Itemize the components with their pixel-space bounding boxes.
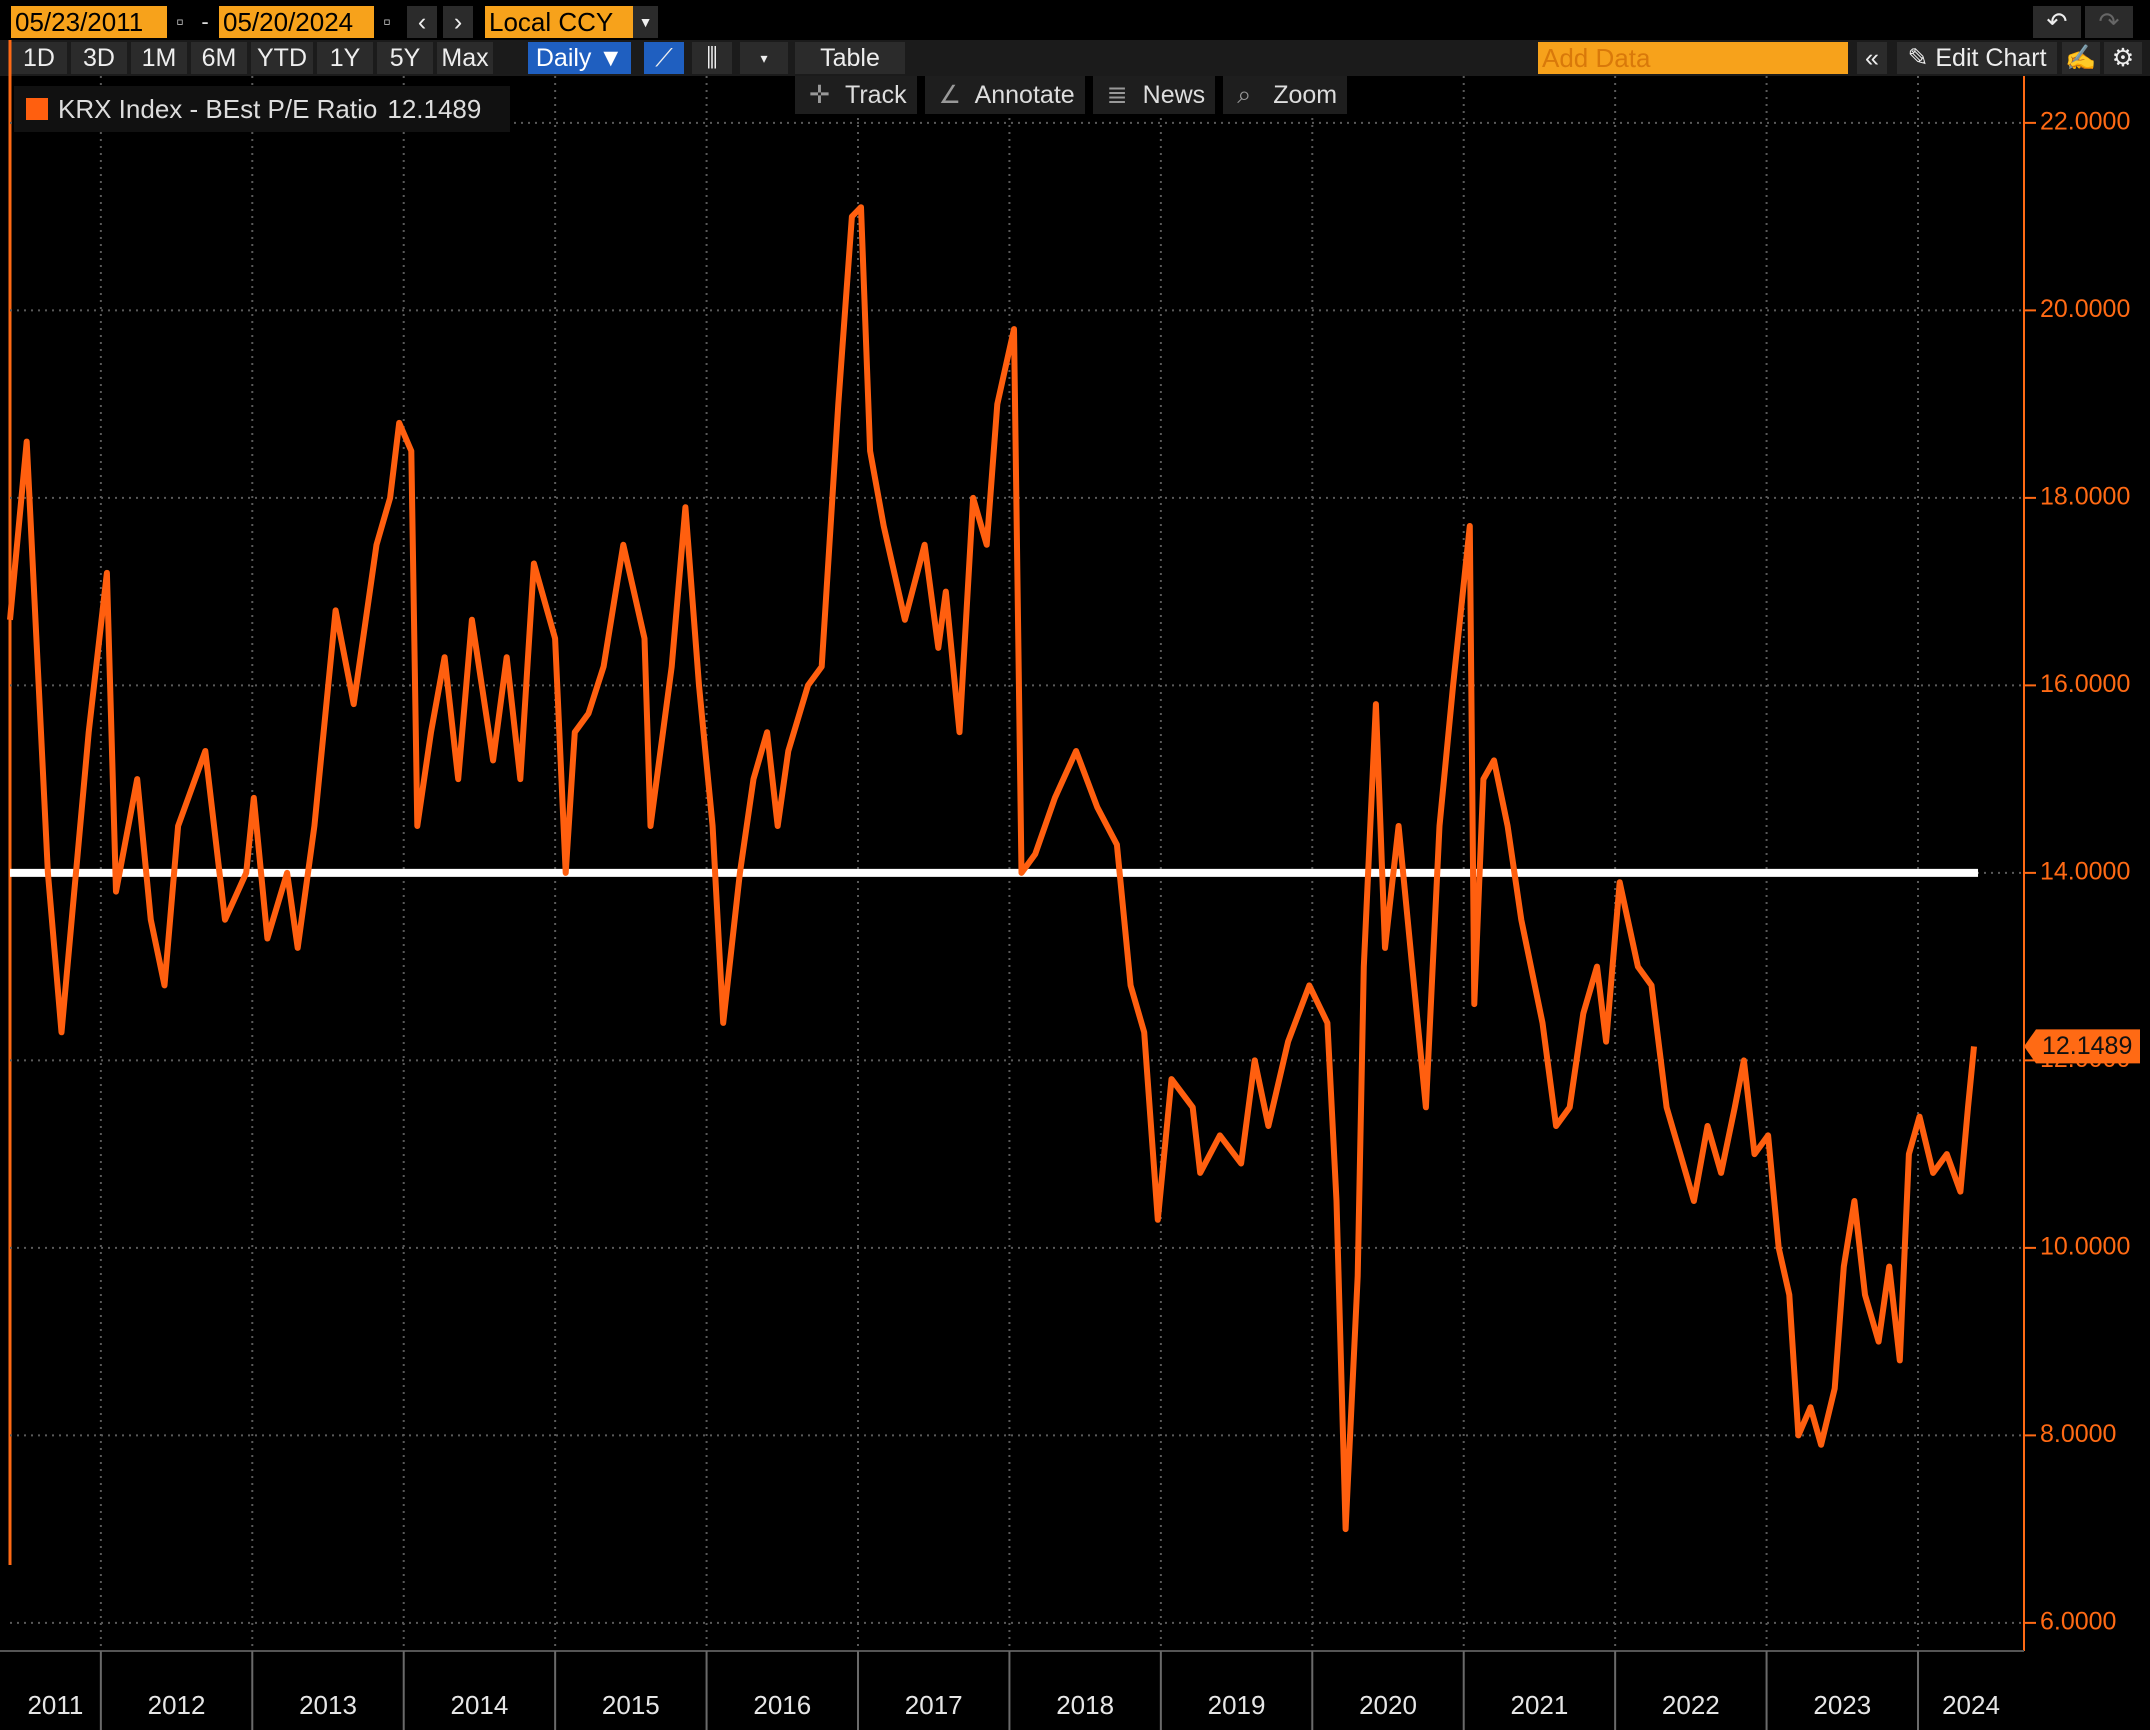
tool-icon: ≣ xyxy=(1106,81,1128,109)
x-tick-label: 2020 xyxy=(1359,1690,1417,1720)
legend: KRX Index - BEst P/E Ratio 12.1489 xyxy=(14,86,510,132)
y-tick-label: 14.0000 xyxy=(2040,857,2130,885)
tool-label: News xyxy=(1142,81,1206,109)
period-button[interactable]: 1D xyxy=(11,42,67,74)
y-tick-label: 10.0000 xyxy=(2040,1232,2130,1260)
prev-button[interactable]: ‹ xyxy=(407,6,437,38)
period-button[interactable]: Max xyxy=(437,42,493,74)
y-tick-label: 6.0000 xyxy=(2040,1607,2116,1635)
period-button[interactable]: 5Y xyxy=(377,42,433,74)
last-value-tag xyxy=(2024,1029,2140,1064)
period-button[interactable]: 6M xyxy=(191,42,247,74)
period-buttons: 1D 3D 1M 6M YTD 1Y 5Y Max xyxy=(11,42,493,74)
x-tick-label: 2011 xyxy=(27,1690,83,1720)
edit-chart-label: Edit Chart xyxy=(1935,44,2047,72)
settings-icon[interactable]: ⚙ xyxy=(2104,42,2142,74)
tool-button[interactable]: ∠ Annotate xyxy=(924,76,1085,114)
x-tick-label: 2021 xyxy=(1511,1690,1569,1720)
x-tick-label: 2012 xyxy=(148,1690,206,1720)
x-tick-label: 2019 xyxy=(1208,1690,1266,1720)
line-chart-icon[interactable]: ⟋ xyxy=(644,42,684,74)
x-tick-label: 2023 xyxy=(1813,1690,1871,1720)
x-tick-label: 2024 xyxy=(1942,1690,2000,1720)
currency-dropdown[interactable]: ▼ xyxy=(633,6,658,38)
collapse-button[interactable]: « xyxy=(1857,42,1887,74)
last-value-label: 12.1489 xyxy=(2042,1032,2132,1060)
calendar-icon[interactable]: ▫ xyxy=(383,9,391,34)
chart-type-dropdown[interactable]: ▾ xyxy=(740,42,788,74)
tool-label: Track xyxy=(845,81,907,109)
start-date[interactable]: 05/23/2011 xyxy=(11,6,167,38)
x-tick-label: 2015 xyxy=(602,1690,660,1720)
frequency-button[interactable]: Daily ▼ xyxy=(528,42,631,74)
series-line xyxy=(7,204,1977,1533)
tool-icon: ⌕ xyxy=(1237,81,1252,109)
table-button[interactable]: Table xyxy=(795,42,905,74)
x-tick-label: 2014 xyxy=(451,1690,509,1720)
bar-chart-icon[interactable]: ⫼ xyxy=(692,42,732,74)
tool-label: Zoom xyxy=(1273,81,1338,109)
tool-icon: ∠ xyxy=(938,81,961,109)
tool-button[interactable]: ≣ News xyxy=(1092,76,1216,114)
period-button[interactable]: YTD xyxy=(251,42,313,74)
tool-icon: ✛ xyxy=(809,81,830,109)
legend-swatch xyxy=(26,98,48,120)
end-date[interactable]: 05/20/2024 xyxy=(219,6,374,38)
period-button[interactable]: 1Y xyxy=(317,42,373,74)
next-button[interactable]: › xyxy=(443,6,473,38)
tool-button[interactable]: ✛ Track xyxy=(795,76,917,114)
y-tick-label: 8.0000 xyxy=(2040,1420,2116,1448)
frequency-label: Daily xyxy=(535,44,592,72)
x-tick-label: 2013 xyxy=(299,1690,357,1720)
tool-button[interactable]: ⌕ Zoom xyxy=(1223,76,1348,114)
date-separator: - xyxy=(201,9,209,34)
y-tick-label: 22.0000 xyxy=(2040,107,2130,135)
x-tick-label: 2022 xyxy=(1662,1690,1720,1720)
redo-button[interactable]: ↷ xyxy=(2085,6,2133,38)
y-tick-label: 18.0000 xyxy=(2040,482,2130,510)
period-button[interactable]: 3D xyxy=(71,42,127,74)
edit-chart-button[interactable]: ✎ Edit Chart xyxy=(1897,42,2057,74)
y-tick-label: 16.0000 xyxy=(2040,670,2130,698)
x-tick-label: 2018 xyxy=(1056,1690,1114,1720)
chart-tools: ✛ Track ∠ Annotate ≣ News ⌕ Zoom xyxy=(795,76,1348,114)
tool-label: Annotate xyxy=(974,81,1075,109)
legend-last-value: 12.1489 xyxy=(387,93,482,124)
undo-button[interactable]: ↶ xyxy=(2033,6,2081,38)
edit-icon[interactable]: ✍ xyxy=(2062,42,2100,74)
calendar-icon[interactable]: ▫ xyxy=(176,9,184,34)
currency-field[interactable]: Local CCY xyxy=(485,6,633,38)
x-tick-label: 2016 xyxy=(753,1690,811,1720)
legend-name: KRX Index - BEst P/E Ratio xyxy=(58,93,378,124)
x-tick-label: 2017 xyxy=(905,1690,963,1720)
add-data-field[interactable]: Add Data xyxy=(1538,42,1848,74)
y-tick-label: 20.0000 xyxy=(2040,295,2130,323)
period-button[interactable]: 1M xyxy=(131,42,187,74)
